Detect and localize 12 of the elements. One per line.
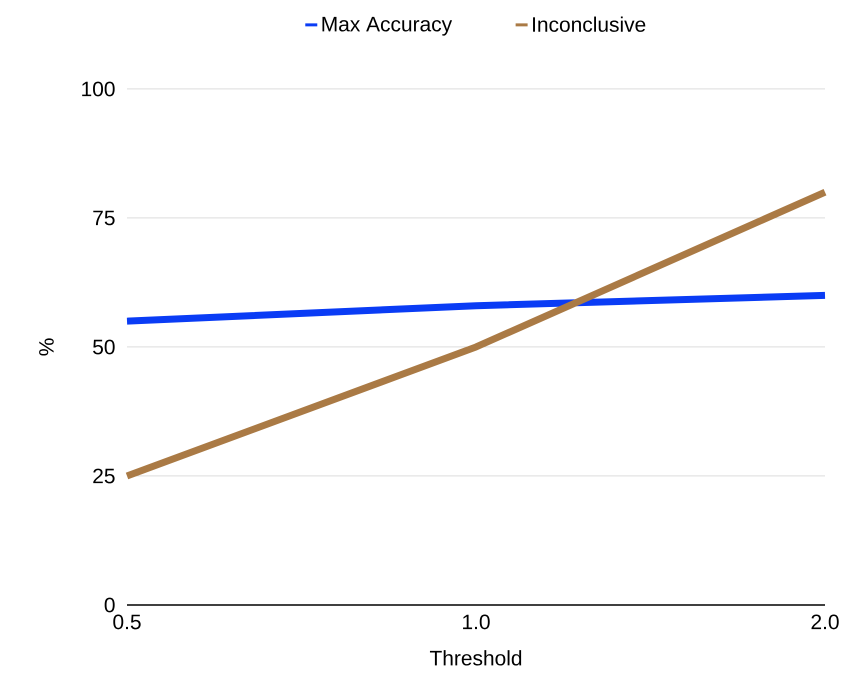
x-tick-label: 1.0 bbox=[463, 614, 490, 630]
y-tick-label: 25 bbox=[93, 468, 115, 484]
legend-label: Inconclusive bbox=[533, 16, 646, 32]
legend-label: Max Accuracy bbox=[322, 16, 452, 36]
x-tick-label: 0.5 bbox=[113, 614, 141, 630]
y-tick-label: 0 bbox=[104, 598, 115, 612]
x-axis-title: Threshold bbox=[430, 650, 522, 666]
y-tick-label: 75 bbox=[93, 210, 115, 226]
y-tick-label: 50 bbox=[93, 340, 115, 354]
y-tick-label: 100 bbox=[82, 82, 115, 96]
y-axis-title: % bbox=[39, 338, 54, 356]
x-tick-label: 2.0 bbox=[812, 614, 839, 630]
